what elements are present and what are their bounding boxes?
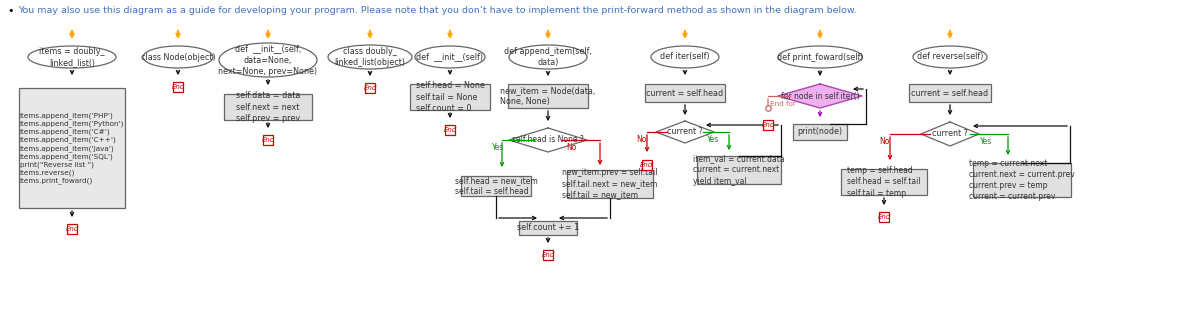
Ellipse shape bbox=[913, 46, 986, 68]
FancyBboxPatch shape bbox=[568, 170, 653, 198]
Text: temp = current.next
current.next = current.prev
current.prev = temp
current = cu: temp = current.next current.next = curre… bbox=[970, 159, 1075, 201]
FancyBboxPatch shape bbox=[793, 124, 847, 140]
Text: End: End bbox=[262, 137, 275, 143]
Ellipse shape bbox=[509, 45, 587, 69]
Ellipse shape bbox=[328, 45, 412, 69]
FancyBboxPatch shape bbox=[646, 84, 725, 102]
Ellipse shape bbox=[28, 46, 116, 68]
Text: self.data = data
self.next = next
self.prev = prev: self.data = data self.next = next self.p… bbox=[236, 92, 300, 123]
Text: •: • bbox=[7, 6, 13, 16]
Text: print(node): print(node) bbox=[798, 128, 842, 137]
Text: for node in self.iter(): for node in self.iter() bbox=[781, 92, 859, 101]
Text: No: No bbox=[880, 137, 890, 146]
Polygon shape bbox=[922, 122, 979, 146]
FancyBboxPatch shape bbox=[973, 163, 1072, 197]
Text: No: No bbox=[566, 143, 576, 152]
FancyBboxPatch shape bbox=[520, 221, 577, 235]
Text: End: End bbox=[65, 226, 79, 232]
Text: new_item = Node(data,
None, None): new_item = Node(data, None, None) bbox=[500, 86, 595, 106]
Text: class doubly_
linked_list(object): class doubly_ linked_list(object) bbox=[335, 47, 406, 67]
FancyBboxPatch shape bbox=[508, 84, 588, 108]
Text: def  __init__(self,
data=None,
next=None, prev=None): def __init__(self, data=None, next=None,… bbox=[218, 44, 318, 75]
Text: class Node(object): class Node(object) bbox=[140, 52, 215, 61]
FancyBboxPatch shape bbox=[263, 135, 274, 145]
Text: def reverse(self): def reverse(self) bbox=[917, 52, 983, 61]
Ellipse shape bbox=[220, 43, 317, 77]
Text: End: End bbox=[541, 252, 554, 258]
Polygon shape bbox=[778, 84, 862, 108]
Text: def append_item(self,
data): def append_item(self, data) bbox=[504, 47, 592, 67]
FancyBboxPatch shape bbox=[410, 84, 490, 110]
FancyBboxPatch shape bbox=[697, 156, 781, 184]
Ellipse shape bbox=[778, 46, 862, 68]
FancyBboxPatch shape bbox=[365, 83, 374, 93]
Text: End: End bbox=[364, 85, 377, 91]
Polygon shape bbox=[656, 121, 714, 143]
Text: Yes: Yes bbox=[707, 135, 719, 144]
Text: End: End bbox=[443, 127, 457, 133]
Text: current = self.head: current = self.head bbox=[912, 89, 989, 98]
Text: items = doubly_
linked_list(): items = doubly_ linked_list() bbox=[40, 47, 104, 67]
Text: self.head is None ?: self.head is None ? bbox=[512, 136, 584, 145]
FancyBboxPatch shape bbox=[173, 82, 182, 92]
FancyBboxPatch shape bbox=[19, 88, 125, 208]
FancyBboxPatch shape bbox=[878, 212, 889, 222]
Text: Yes: Yes bbox=[980, 137, 992, 146]
Text: def  __init__(self): def __init__(self) bbox=[416, 52, 484, 61]
Text: You may also use this diagram as a guide for developing your program. Please not: You may also use this diagram as a guide… bbox=[18, 6, 857, 15]
Text: item_val = current.data
current = current.next
yield item_val: item_val = current.data current = curren… bbox=[694, 154, 785, 186]
FancyBboxPatch shape bbox=[841, 169, 928, 195]
Text: temp = self.head
self.head = self.tail
self.tail = temp: temp = self.head self.head = self.tail s… bbox=[847, 166, 920, 198]
Ellipse shape bbox=[415, 46, 485, 68]
Text: new_item.prev = self.tail
self.tail.next = new_item
self.tail = new_item: new_item.prev = self.tail self.tail.next… bbox=[563, 168, 658, 200]
Text: self.head = new_item
self.tail = self.head: self.head = new_item self.tail = self.he… bbox=[455, 176, 538, 196]
Ellipse shape bbox=[143, 46, 214, 68]
Text: current ?: current ? bbox=[932, 130, 968, 139]
Text: End: End bbox=[761, 122, 775, 128]
Text: items.append_item('PHP')
items.append_item('Python')
items.append_item('C#')
ite: items.append_item('PHP') items.append_it… bbox=[20, 112, 124, 184]
Text: No: No bbox=[637, 135, 647, 144]
FancyBboxPatch shape bbox=[763, 120, 773, 130]
FancyBboxPatch shape bbox=[910, 84, 991, 102]
Text: def iter(self): def iter(self) bbox=[660, 52, 710, 61]
FancyBboxPatch shape bbox=[224, 94, 312, 120]
Text: current = self.head: current = self.head bbox=[647, 89, 724, 98]
FancyBboxPatch shape bbox=[461, 176, 530, 196]
Text: self.head = None
self.tail = None
self.count = 0: self.head = None self.tail = None self.c… bbox=[415, 81, 485, 113]
Text: End: End bbox=[172, 84, 185, 90]
Text: End: End bbox=[641, 162, 654, 168]
Text: End for: End for bbox=[770, 101, 796, 107]
Ellipse shape bbox=[650, 46, 719, 68]
FancyBboxPatch shape bbox=[67, 224, 77, 234]
FancyBboxPatch shape bbox=[445, 125, 455, 135]
Text: Yes: Yes bbox=[492, 143, 504, 152]
Polygon shape bbox=[509, 128, 587, 152]
FancyBboxPatch shape bbox=[542, 250, 553, 260]
Text: current ?: current ? bbox=[667, 128, 703, 137]
Text: End: End bbox=[877, 214, 890, 220]
Text: self.count += 1: self.count += 1 bbox=[517, 223, 580, 232]
FancyBboxPatch shape bbox=[642, 160, 652, 170]
Text: def print_foward(self): def print_foward(self) bbox=[776, 52, 863, 61]
